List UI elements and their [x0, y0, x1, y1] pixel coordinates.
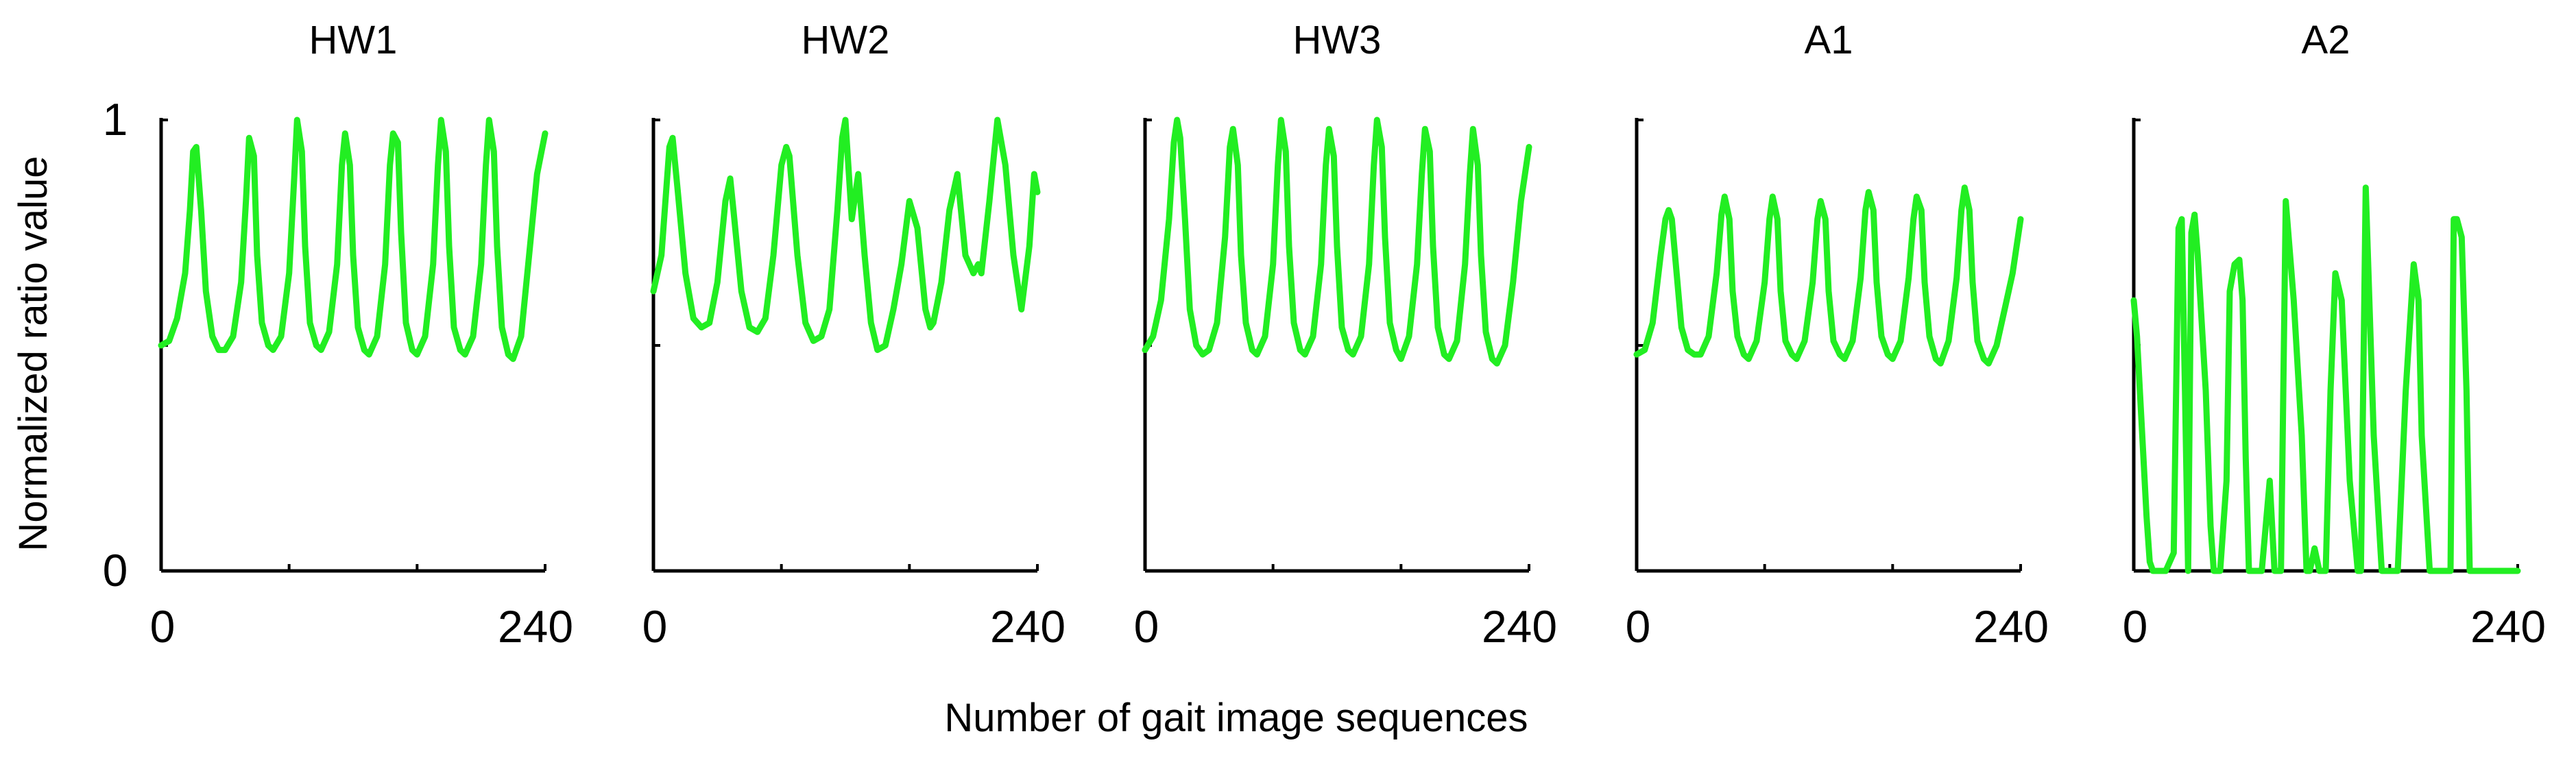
x-tick-label: 240 [1482, 601, 1557, 652]
y-axis-title: Normalized ratio value [11, 156, 56, 551]
series-line [2130, 184, 2521, 574]
x-tick-label: 240 [1973, 601, 2049, 652]
series-line [650, 117, 1041, 354]
panel-hw1: HW1 0 240 0 1 [103, 18, 573, 652]
series-line [1633, 184, 2024, 367]
panel-hw3: HW3 0 240 [1134, 18, 1557, 652]
series-line [158, 117, 549, 363]
x-tick-label: 240 [2470, 601, 2546, 652]
x-tick-label: 240 [990, 601, 1066, 652]
series-line [1142, 117, 1532, 367]
panel-a2: A2 0 240 [2123, 18, 2546, 652]
panel-title: HW2 [802, 18, 890, 62]
panel-hw2: HW2 0 240 [642, 18, 1066, 652]
y-tick-label: 0 [103, 545, 128, 596]
x-tick-label: 0 [150, 601, 176, 652]
panel-title: HW1 [309, 18, 398, 62]
panel-title: A1 [1805, 18, 1853, 62]
x-axis-title: Number of gait image sequences [944, 696, 1528, 740]
panel-title: A2 [2302, 18, 2350, 62]
x-tick-label: 0 [1626, 601, 1651, 652]
panel-title: HW3 [1293, 18, 1382, 62]
panel-a1: A1 0 240 [1626, 18, 2049, 652]
x-tick-label: 0 [2123, 601, 2148, 652]
x-tick-label: 0 [1134, 601, 1159, 652]
x-tick-label: 240 [498, 601, 573, 652]
y-tick-label: 1 [103, 94, 128, 145]
x-tick-label: 0 [642, 601, 668, 652]
